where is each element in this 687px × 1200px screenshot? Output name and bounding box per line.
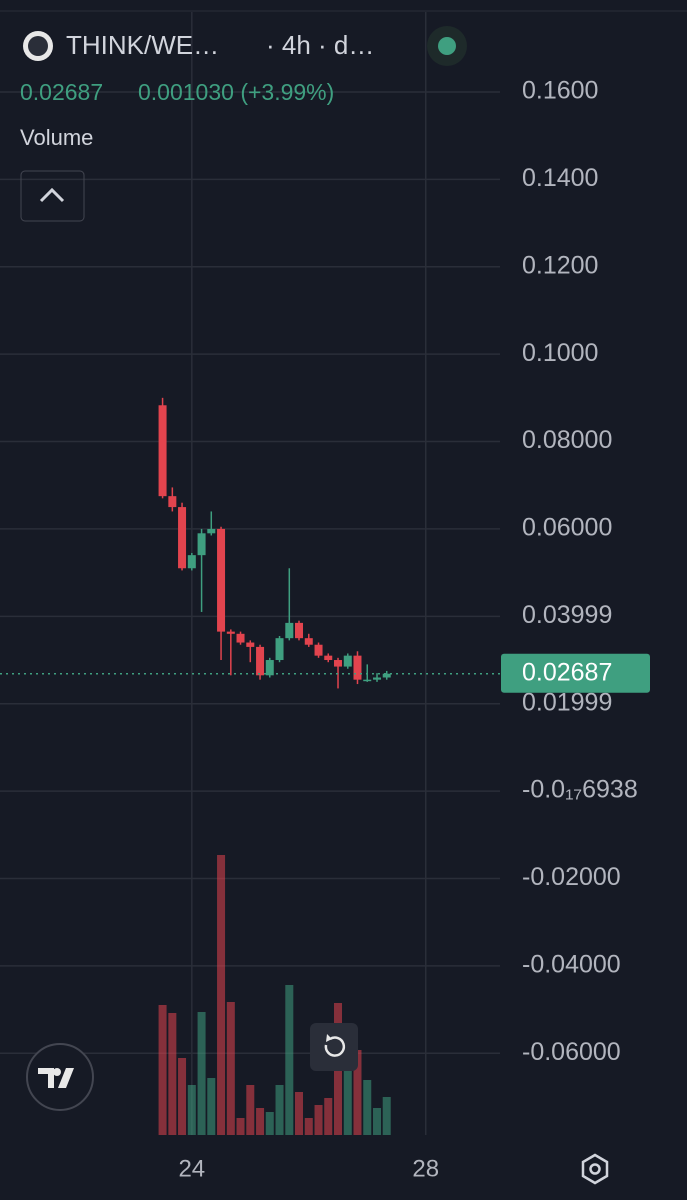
- candle-body: [187, 555, 196, 569]
- collapse-button[interactable]: [20, 170, 85, 222]
- volume-bar: [295, 1092, 304, 1135]
- logo-dot: [53, 1068, 61, 1076]
- candle-body: [334, 660, 343, 667]
- volume-bar: [246, 1085, 255, 1135]
- logo: [38, 1068, 74, 1088]
- candle-body: [158, 405, 167, 497]
- volume-bar: [197, 1012, 206, 1135]
- candle-body: [226, 631, 235, 634]
- reset-arrow: [326, 1034, 332, 1042]
- candle-body: [324, 655, 333, 661]
- header-price: 0.02687: [20, 79, 103, 105]
- volume-bar: [304, 1118, 313, 1135]
- candle-body: [353, 655, 362, 680]
- volume-bar: [217, 855, 226, 1135]
- label-layer: 0.1600 0.1400 0.1200 0.1000 0.08000 0.06000 0.…: [178, 77, 650, 1182]
- volume-bar: [373, 1108, 382, 1135]
- candle-body: [217, 528, 226, 632]
- candle-body: [236, 633, 245, 643]
- chevron-up: [39, 187, 65, 203]
- candle-body: [168, 496, 177, 508]
- volume-bar: [265, 1112, 274, 1135]
- volume-bar: [343, 1038, 352, 1135]
- candle-body: [275, 638, 284, 661]
- candle-body: [207, 528, 216, 534]
- candle-body: [295, 622, 304, 639]
- last-price-label: 0.02687: [522, 658, 612, 686]
- y-tick-label: 0.1000: [522, 339, 598, 367]
- y-tick-label: 0.03999: [522, 601, 612, 629]
- candle-body: [343, 655, 352, 667]
- candle-layer: [0, 397, 500, 689]
- interval[interactable]: · 4h · d…: [266, 30, 374, 60]
- candle-body: [304, 638, 313, 645]
- candle-body: [197, 533, 206, 556]
- settings-button[interactable]: [581, 1153, 609, 1185]
- volume-bar: [363, 1080, 372, 1135]
- volume-bar: [314, 1105, 323, 1135]
- volume-label: Volume: [20, 125, 93, 150]
- y-tick-label: 0.08000: [522, 426, 612, 454]
- status-dot: [438, 37, 456, 55]
- candle-body: [285, 622, 294, 639]
- y-tick-label: -0.0₁₇6938: [522, 776, 638, 804]
- header-change: 0.001030 (+3.99%): [138, 79, 334, 105]
- candle-body: [178, 507, 187, 569]
- last-price-tag: [501, 653, 650, 693]
- x-tick-label: 24: [178, 1155, 205, 1182]
- y-tick-label: 0.1400: [522, 164, 598, 192]
- volume-bar: [226, 1002, 235, 1135]
- reset-icon: [324, 1036, 346, 1057]
- x-tick-label: 28: [412, 1155, 439, 1182]
- y-tick-label: -0.06000: [522, 1038, 621, 1066]
- candle-body: [265, 660, 274, 676]
- candle-body: [246, 642, 255, 647]
- candle-body: [314, 644, 323, 656]
- volume-bar: [275, 1085, 284, 1135]
- volume-bar: [178, 1058, 187, 1135]
- y-tick-label: 0.06000: [522, 514, 612, 542]
- volume-bar: [168, 1013, 177, 1135]
- volume-bar: [324, 1098, 333, 1135]
- y-tick-label: 0.01999: [522, 688, 612, 716]
- volume-bar: [382, 1097, 391, 1135]
- volume-bar: [158, 1005, 167, 1135]
- candle-body: [363, 679, 372, 682]
- grid: [0, 12, 500, 1135]
- logo-button[interactable]: [26, 1043, 94, 1111]
- volume-bar: [187, 1085, 196, 1135]
- volume-bar: [236, 1118, 245, 1135]
- y-tick-label: 0.1200: [522, 251, 598, 279]
- symbol[interactable]: THINK/WE…: [66, 30, 219, 60]
- candle-body: [382, 673, 391, 678]
- y-tick-label: -0.04000: [522, 951, 621, 979]
- candle-body: [256, 646, 265, 676]
- y-tick-label: -0.02000: [522, 863, 621, 891]
- symbol-icon-inner: [28, 36, 48, 56]
- y-tick-label: 0.1600: [522, 77, 598, 105]
- volume-bar: [353, 1050, 362, 1135]
- settings-icon: [589, 1163, 601, 1175]
- candle-body: [373, 677, 382, 680]
- volume-bar: [207, 1078, 216, 1135]
- volume-bar: [285, 985, 294, 1135]
- reset-button[interactable]: [310, 1023, 358, 1071]
- volume-bar: [256, 1108, 265, 1135]
